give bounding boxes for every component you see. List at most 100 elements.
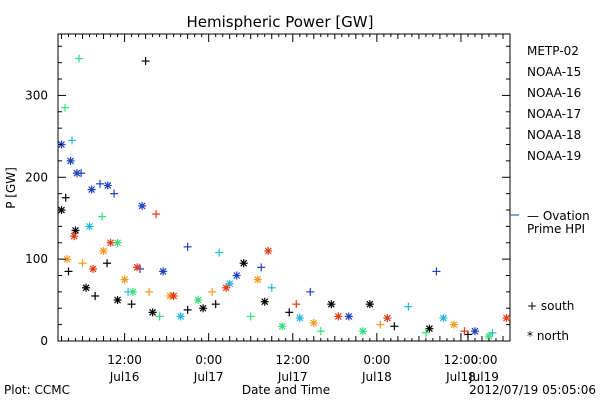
data-point bbox=[463, 330, 472, 339]
chart-title: Hemispheric Power [GW] bbox=[187, 13, 374, 31]
data-point bbox=[138, 201, 147, 210]
data-point bbox=[327, 300, 336, 309]
data-point bbox=[246, 312, 255, 321]
plot-credit: Plot: CCMC bbox=[4, 383, 70, 397]
x-tick-label-time: 0:00 bbox=[363, 353, 390, 367]
data-point bbox=[152, 210, 161, 219]
legend-entry: NOAA-19 bbox=[527, 149, 581, 163]
data-point bbox=[159, 267, 168, 276]
data-point bbox=[61, 103, 70, 112]
data-point bbox=[99, 246, 108, 255]
plot-area bbox=[57, 33, 511, 342]
y-tick-label: 300 bbox=[25, 88, 48, 102]
data-point bbox=[89, 264, 98, 273]
data-point bbox=[199, 304, 208, 313]
ovation-label-2: Prime HPI bbox=[527, 222, 585, 236]
data-point bbox=[211, 300, 220, 309]
x-tick-label-time: 12:00 bbox=[444, 353, 479, 367]
data-point bbox=[239, 259, 248, 268]
legend-entry: NOAA-16 bbox=[527, 86, 581, 100]
x-tick-label-date: Jul18 bbox=[361, 370, 392, 384]
x-tick-label-date: Jul18 bbox=[445, 370, 476, 384]
legend-entry: NOAA-18 bbox=[527, 128, 581, 142]
data-point bbox=[128, 287, 137, 296]
data-point bbox=[295, 314, 304, 323]
data-point bbox=[264, 246, 273, 255]
data-point bbox=[232, 271, 241, 280]
data-point bbox=[502, 314, 511, 323]
legend: METP-02 NOAA-15 NOAA-16 NOAA-17 NOAA-18 NOAA-… bbox=[510, 44, 581, 216]
data-point bbox=[344, 312, 353, 321]
data-point bbox=[169, 291, 178, 300]
data-point bbox=[425, 324, 434, 333]
data-point bbox=[176, 312, 185, 321]
data-point bbox=[145, 287, 154, 296]
data-point bbox=[253, 275, 262, 284]
plot-timestamp: 2012/07/19 05:05:06 bbox=[469, 383, 596, 397]
x-axis-label: Date and Time bbox=[242, 383, 330, 397]
data-point bbox=[77, 169, 86, 178]
data-point bbox=[183, 242, 192, 251]
data-point bbox=[194, 296, 203, 305]
data-point bbox=[113, 238, 122, 247]
data-point bbox=[470, 327, 479, 336]
data-point bbox=[285, 308, 294, 317]
data-point bbox=[292, 300, 301, 309]
data-point bbox=[66, 156, 75, 165]
data-point bbox=[257, 263, 266, 272]
data-point bbox=[267, 283, 276, 292]
data-point bbox=[127, 300, 136, 309]
data-point bbox=[439, 314, 448, 323]
data-point bbox=[71, 226, 80, 235]
y-axis-label: P [GW] bbox=[4, 167, 18, 209]
data-point bbox=[449, 320, 458, 329]
legend-entry: NOAA-15 bbox=[527, 65, 581, 79]
data-point bbox=[87, 185, 96, 194]
data-point bbox=[460, 327, 469, 336]
data-point bbox=[383, 314, 392, 323]
data-point bbox=[208, 287, 217, 296]
data-point bbox=[70, 232, 79, 241]
data-point bbox=[390, 322, 399, 331]
data-point bbox=[148, 308, 157, 317]
x-tick-label-time: 12:00 bbox=[275, 353, 310, 367]
data-point bbox=[309, 318, 318, 327]
data-point bbox=[488, 328, 497, 337]
data-point bbox=[358, 327, 367, 336]
data-point bbox=[98, 212, 107, 221]
data-point bbox=[316, 327, 325, 336]
x-tick-label-date: Jul16 bbox=[109, 370, 140, 384]
data-point bbox=[365, 300, 374, 309]
y-tick-label: 200 bbox=[25, 170, 48, 184]
data-point bbox=[334, 312, 343, 321]
data-point bbox=[260, 297, 269, 306]
data-point bbox=[75, 54, 84, 63]
plot-frame bbox=[57, 33, 511, 342]
legend-entry: METP-02 bbox=[527, 44, 579, 58]
data-point bbox=[432, 267, 441, 276]
data-point bbox=[306, 287, 315, 296]
ovation-label: — Ovation bbox=[527, 209, 590, 223]
data-point bbox=[103, 181, 112, 190]
x-tick-label-time: 0:00 bbox=[195, 353, 222, 367]
axes: 0 100 200 300 12:00 Jul16 0:00 Jul17 12:00 Jul17 0… bbox=[25, 34, 511, 384]
data-point bbox=[68, 136, 77, 145]
x-tick-label-time: 12:00 bbox=[107, 353, 142, 367]
hemisphere-legend-entry: + south bbox=[527, 299, 574, 313]
data-point bbox=[110, 189, 119, 198]
data-point bbox=[404, 302, 413, 311]
data-point bbox=[106, 238, 115, 247]
data-points bbox=[57, 54, 511, 341]
data-point bbox=[61, 193, 70, 202]
data-point bbox=[183, 305, 192, 314]
x-tick-label-time: 0:00 bbox=[471, 353, 498, 367]
data-point bbox=[113, 296, 122, 305]
data-point bbox=[222, 283, 231, 292]
data-point bbox=[141, 57, 150, 66]
legend-entry: NOAA-17 bbox=[527, 107, 581, 121]
data-point bbox=[78, 259, 87, 268]
y-tick-label: 0 bbox=[40, 334, 48, 348]
data-point bbox=[96, 179, 105, 188]
data-point bbox=[376, 320, 385, 329]
